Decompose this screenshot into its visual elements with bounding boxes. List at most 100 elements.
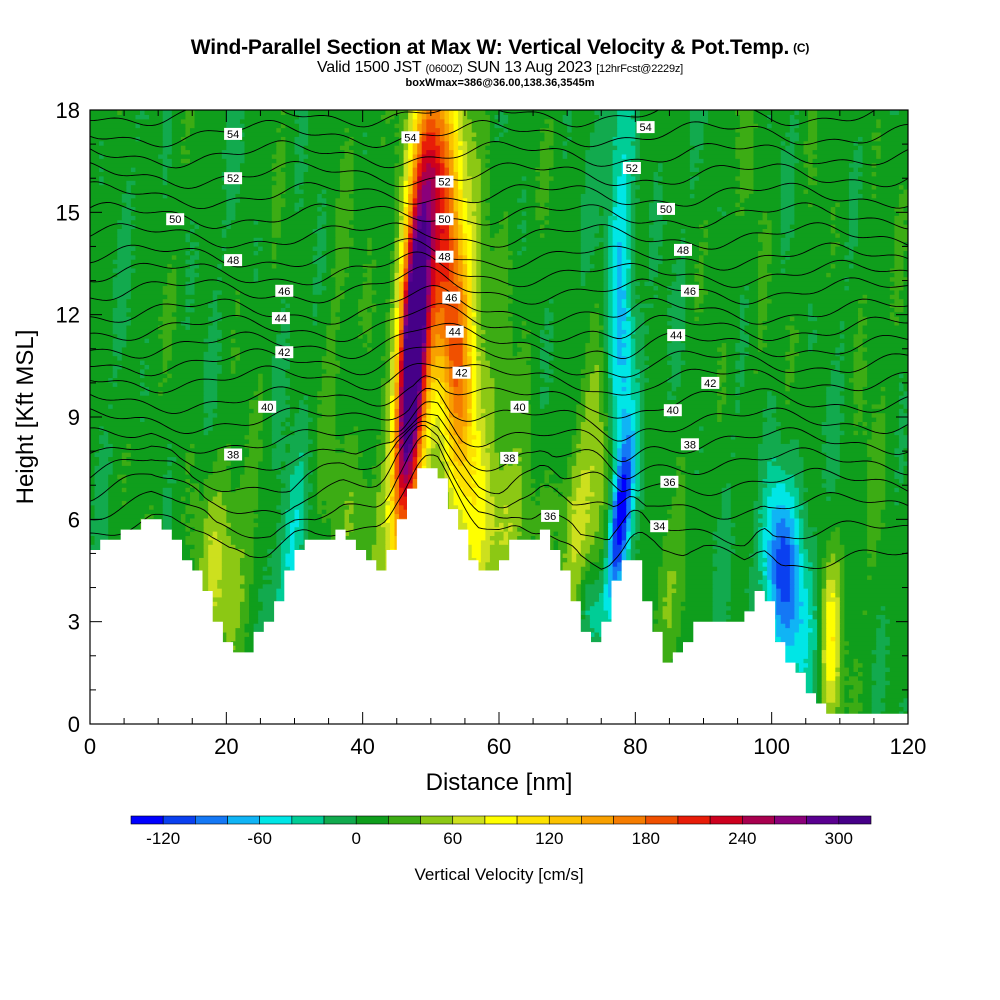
- velocity-cell: [494, 531, 505, 537]
- velocity-cell: [271, 364, 291, 370]
- velocity-cell: [126, 500, 164, 506]
- velocity-cell: [567, 469, 573, 475]
- velocity-cell: [139, 359, 146, 365]
- velocity-cell: [580, 627, 596, 633]
- velocity-cell: [844, 592, 908, 598]
- velocity-cell: [767, 417, 777, 422]
- velocity-cell: [626, 500, 632, 506]
- velocity-cell: [603, 491, 609, 497]
- velocity-cell: [780, 517, 786, 523]
- velocity-cell: [789, 623, 800, 629]
- velocity-cell: [399, 469, 405, 475]
- velocity-cell: [471, 390, 477, 396]
- velocity-cell: [412, 438, 418, 444]
- velocity-cell: [826, 552, 832, 558]
- velocity-cell: [208, 504, 227, 510]
- velocity-cell: [399, 430, 405, 436]
- velocity-cell: [612, 557, 623, 563]
- velocity-cell: [639, 509, 668, 515]
- velocity-cell: [685, 482, 727, 488]
- velocity-cell: [217, 373, 259, 379]
- velocity-cell: [521, 495, 532, 501]
- velocity-cell: [444, 386, 450, 392]
- velocity-cell: [376, 513, 386, 519]
- velocity-cell: [294, 417, 314, 422]
- velocity-cell: [644, 438, 764, 444]
- velocity-cell: [839, 605, 845, 611]
- velocity-cell: [603, 570, 609, 576]
- velocity-cell: [762, 561, 768, 567]
- velocity-cell: [889, 640, 908, 646]
- velocity-cell: [217, 399, 250, 405]
- velocity-cell: [585, 417, 600, 422]
- velocity-cell: [685, 504, 723, 510]
- velocity-cell: [898, 443, 908, 449]
- velocity-cell: [189, 482, 200, 488]
- velocity-cell: [426, 465, 432, 471]
- velocity-cell: [576, 557, 586, 563]
- velocity-cell: [280, 465, 287, 471]
- velocity-cell: [385, 443, 391, 449]
- velocity-cell: [580, 574, 586, 580]
- velocity-cell: [494, 504, 505, 510]
- velocity-cell: [844, 605, 882, 611]
- velocity-cell: [585, 583, 605, 589]
- velocity-cell: [90, 460, 100, 466]
- velocity-cell: [485, 408, 496, 414]
- velocity-cell: [199, 579, 209, 585]
- velocity-cell: [394, 447, 400, 453]
- velocity-cell: [508, 509, 523, 515]
- velocity-cell: [839, 364, 855, 370]
- velocity-cell: [99, 447, 114, 453]
- velocity-cell: [712, 588, 732, 594]
- velocity-cell: [408, 452, 414, 458]
- velocity-cell: [585, 561, 591, 567]
- velocity-cell: [721, 491, 732, 497]
- velocity-cell: [458, 526, 468, 532]
- velocity-cell: [871, 412, 886, 418]
- velocity-cell: [212, 539, 223, 545]
- velocity-cell: [444, 373, 450, 379]
- velocity-cell: [885, 614, 908, 620]
- velocity-cell: [335, 412, 382, 418]
- velocity-cell: [853, 662, 864, 668]
- velocity-cell: [635, 491, 641, 497]
- velocity-cell: [476, 425, 486, 431]
- velocity-cell: [389, 517, 396, 523]
- velocity-cell: [867, 561, 877, 567]
- velocity-cell: [612, 517, 618, 523]
- velocity-cell: [403, 478, 409, 484]
- velocity-cell: [508, 504, 523, 510]
- velocity-cell: [662, 548, 686, 554]
- velocity-cell: [249, 452, 264, 458]
- velocity-cell: [603, 368, 609, 374]
- velocity-cell: [453, 430, 464, 436]
- velocity-cell: [771, 517, 782, 523]
- velocity-cell: [276, 504, 291, 510]
- velocity-cell: [580, 478, 591, 484]
- velocity-cell: [90, 456, 100, 462]
- velocity-cell: [189, 469, 214, 475]
- velocity-cell: [671, 583, 686, 589]
- velocity-cell: [530, 377, 546, 383]
- velocity-cell: [676, 474, 686, 479]
- velocity-cell: [789, 531, 795, 537]
- velocity-cell: [826, 579, 836, 585]
- velocity-cell: [185, 495, 191, 501]
- velocity-cell: [748, 570, 764, 576]
- velocity-cell: [189, 487, 196, 493]
- velocity-cell: [208, 579, 218, 585]
- velocity-cell: [639, 381, 646, 387]
- velocity-cell: [803, 579, 814, 585]
- velocity-cell: [758, 452, 800, 458]
- velocity-cell: [426, 368, 432, 374]
- velocity-cell: [426, 355, 432, 361]
- velocity-cell: [376, 539, 386, 545]
- velocity-cell: [671, 618, 682, 624]
- velocity-cell: [394, 465, 400, 471]
- velocity-cell: [203, 351, 218, 357]
- velocity-cell: [476, 557, 482, 563]
- velocity-cell: [830, 368, 841, 374]
- velocity-cell: [389, 500, 396, 506]
- velocity-cell: [630, 364, 636, 370]
